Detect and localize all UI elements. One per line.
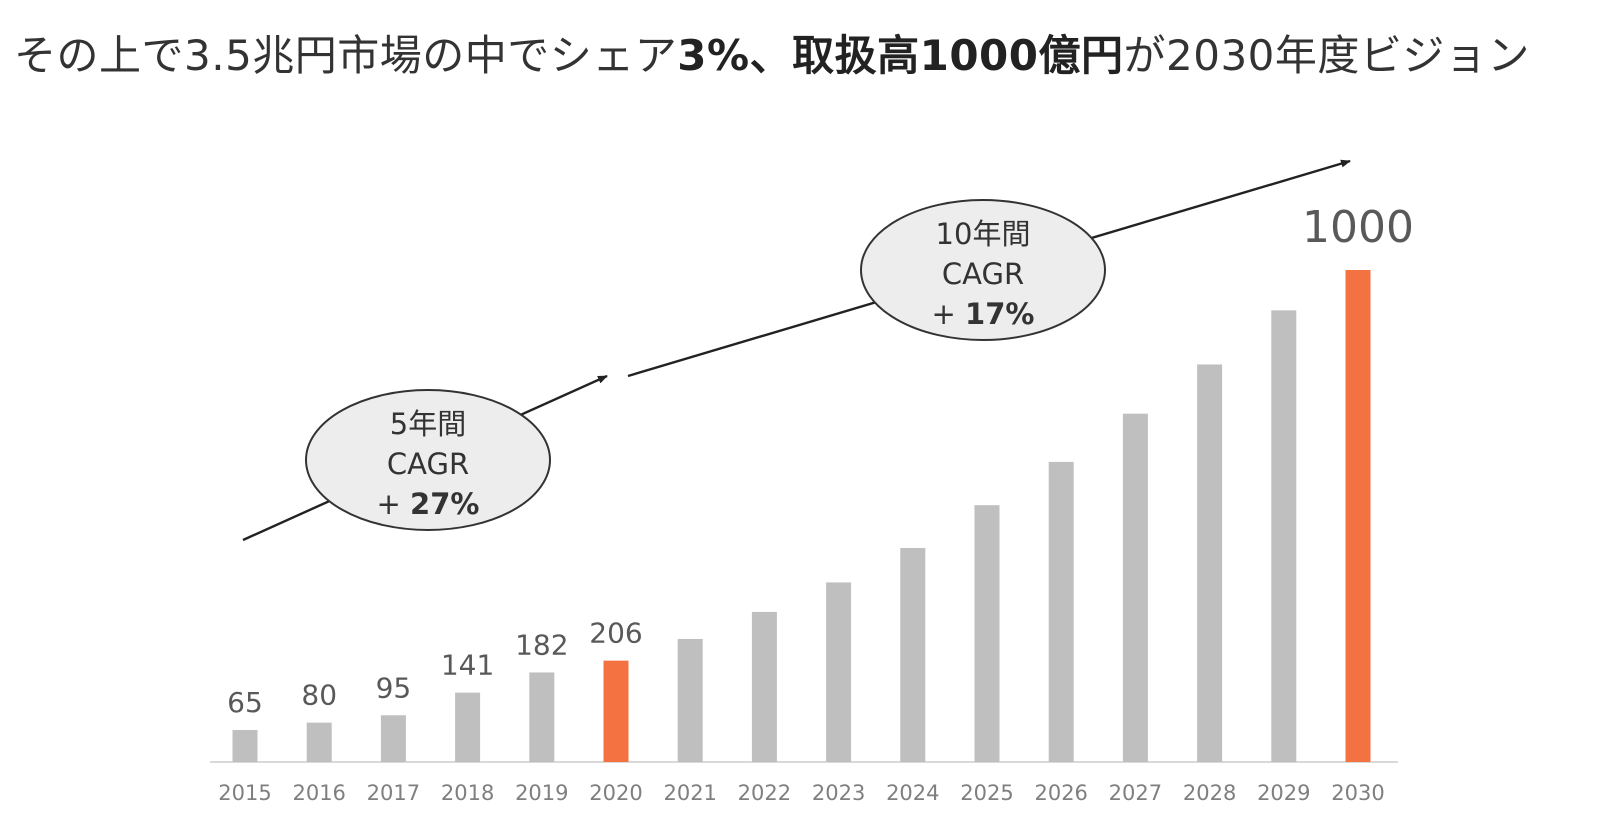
cagr-bubble-shape xyxy=(860,199,1106,341)
cagr-rate-prefix: + xyxy=(932,297,966,331)
cagr-rate-prefix: + xyxy=(377,487,411,521)
x-tick-label-2028: 2028 xyxy=(1183,781,1236,805)
x-tick-label-2024: 2024 xyxy=(886,781,939,805)
bar-2026 xyxy=(1048,461,1074,762)
bar-2021 xyxy=(677,639,703,762)
bar-2024 xyxy=(900,547,926,762)
data-label-2018: 141 xyxy=(441,649,494,682)
cagr-bubble-cagr: CAGR xyxy=(387,447,469,481)
bar-2028 xyxy=(1197,364,1223,762)
cagr-rate-value: 27% xyxy=(410,487,479,521)
annotation-bubbles-layer: 5年間 CAGR + 27% 10年間 CAGR + 17% xyxy=(305,199,1106,531)
x-tick-label-2030: 2030 xyxy=(1331,781,1384,805)
cagr-bubble-shape xyxy=(305,389,551,531)
x-tick-label-2026: 2026 xyxy=(1034,781,1087,805)
cagr-bubble-period: 10年間 xyxy=(936,217,1031,251)
data-label-2015: 65 xyxy=(227,686,263,719)
x-tick-label-2021: 2021 xyxy=(663,781,716,805)
x-tick-label-2022: 2022 xyxy=(738,781,791,805)
data-label-2016: 80 xyxy=(301,679,337,712)
title-part-1: その上で3.5兆円市場の中でシェア xyxy=(14,31,678,80)
x-tick-label-2020: 2020 xyxy=(589,781,642,805)
data-label-2019: 182 xyxy=(515,628,568,661)
bar-2030 xyxy=(1345,270,1371,762)
bar-2027 xyxy=(1122,413,1148,762)
slide-title: その上で3.5兆円市場の中でシェア3%、取扱高1000億円が2030年度ビジョン xyxy=(14,22,1594,83)
cagr-bubble-period: 5年間 xyxy=(390,407,466,441)
bar-2023 xyxy=(826,582,852,762)
cagr-bubble-10yr: 10年間 CAGR + 17% xyxy=(860,199,1106,341)
cagr-bubble-5yr: 5年間 CAGR + 27% xyxy=(305,389,551,531)
data-label-2017: 95 xyxy=(376,671,412,704)
value-labels-layer: 65 80 95 141 182 206 1000 xyxy=(227,202,1414,719)
cagr-bubble-rate: + 27% xyxy=(377,487,480,521)
bar-2015 xyxy=(232,730,258,762)
x-tick-labels-layer: 2015 2016 2017 2018 2019 2020 2021 2022 2023 2024… xyxy=(218,781,1384,805)
x-tick-label-2018: 2018 xyxy=(441,781,494,805)
bar-2018 xyxy=(455,692,481,762)
title-part-2-bold: 3%、取扱高1000億円 xyxy=(677,31,1124,80)
bars-layer xyxy=(210,270,1398,763)
x-tick-label-2023: 2023 xyxy=(812,781,865,805)
x-tick-label-2025: 2025 xyxy=(960,781,1013,805)
title-part-3: が2030年度ビジョン xyxy=(1123,31,1530,80)
bar-2029 xyxy=(1271,310,1297,762)
cagr-rate-value: 17% xyxy=(965,297,1034,331)
data-label-2020: 206 xyxy=(589,617,642,650)
x-tick-label-2019: 2019 xyxy=(515,781,568,805)
cagr-bubble-rate: + 17% xyxy=(932,297,1035,331)
bar-2017 xyxy=(380,715,406,762)
x-tick-label-2029: 2029 xyxy=(1257,781,1310,805)
x-tick-label-2015: 2015 xyxy=(218,781,271,805)
x-tick-label-2017: 2017 xyxy=(367,781,420,805)
bar-2022 xyxy=(751,611,777,762)
x-tick-label-2016: 2016 xyxy=(292,781,345,805)
cagr-bubble-cagr: CAGR xyxy=(942,257,1024,291)
bar-2019 xyxy=(529,672,555,762)
bar-2025 xyxy=(974,505,1000,762)
bar-2020 xyxy=(603,660,629,762)
bar-2016 xyxy=(306,722,332,762)
x-tick-label-2027: 2027 xyxy=(1109,781,1162,805)
data-label-2030: 1000 xyxy=(1302,202,1414,253)
